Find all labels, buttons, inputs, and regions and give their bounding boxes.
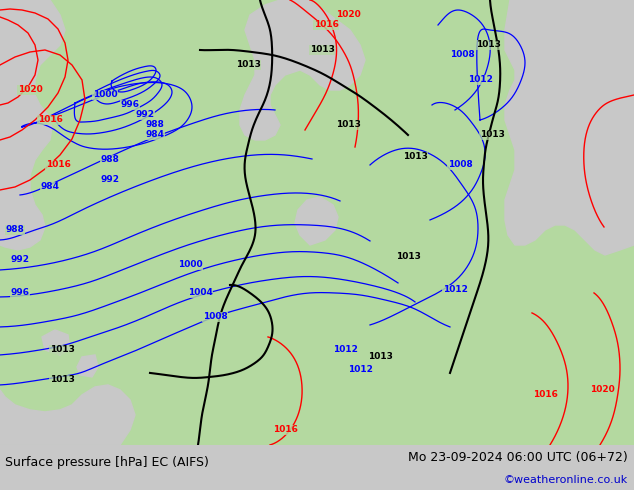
Polygon shape xyxy=(552,133,578,160)
Text: 1013: 1013 xyxy=(403,152,427,162)
Text: 1000: 1000 xyxy=(178,261,202,270)
Text: 1012: 1012 xyxy=(333,345,358,354)
Text: ©weatheronline.co.uk: ©weatheronline.co.uk xyxy=(503,475,628,485)
Text: 996: 996 xyxy=(120,100,139,109)
Polygon shape xyxy=(42,330,70,355)
Text: 984: 984 xyxy=(145,130,164,140)
Text: 1013: 1013 xyxy=(476,41,500,49)
Text: 1008: 1008 xyxy=(450,50,474,59)
Text: 1016: 1016 xyxy=(533,391,557,399)
Polygon shape xyxy=(0,0,634,445)
Text: 1004: 1004 xyxy=(188,289,212,297)
Polygon shape xyxy=(505,0,634,255)
Text: 992: 992 xyxy=(101,175,119,184)
Polygon shape xyxy=(77,355,98,377)
Text: 1013: 1013 xyxy=(335,121,361,129)
Text: 1013: 1013 xyxy=(49,375,74,385)
Text: 1013: 1013 xyxy=(396,252,420,262)
Polygon shape xyxy=(0,0,65,250)
Text: 1013: 1013 xyxy=(49,345,74,354)
Text: 1016: 1016 xyxy=(46,160,70,170)
Text: 996: 996 xyxy=(11,289,30,297)
Text: 1008: 1008 xyxy=(203,313,228,321)
Text: 1012: 1012 xyxy=(443,286,467,294)
Text: Mo 23-09-2024 06:00 UTC (06+72): Mo 23-09-2024 06:00 UTC (06+72) xyxy=(408,451,628,464)
Text: 1020: 1020 xyxy=(590,386,614,394)
Text: 1012: 1012 xyxy=(347,366,372,374)
Text: Surface pressure [hPa] EC (AIFS): Surface pressure [hPa] EC (AIFS) xyxy=(5,456,209,468)
Text: 988: 988 xyxy=(6,225,25,234)
Text: 992: 992 xyxy=(11,255,30,265)
Text: 1012: 1012 xyxy=(467,75,493,84)
Text: 988: 988 xyxy=(146,121,164,129)
Text: 992: 992 xyxy=(136,110,155,120)
Text: 1016: 1016 xyxy=(37,116,62,124)
Polygon shape xyxy=(240,0,365,140)
Text: 1016: 1016 xyxy=(273,425,297,435)
Text: 1000: 1000 xyxy=(93,91,117,99)
Text: 1016: 1016 xyxy=(314,21,339,29)
Text: 988: 988 xyxy=(101,155,119,165)
Text: 1013: 1013 xyxy=(309,46,335,54)
Text: 1013: 1013 xyxy=(368,352,392,362)
Text: 1008: 1008 xyxy=(448,160,472,170)
Text: 1013: 1013 xyxy=(479,130,505,140)
Text: 984: 984 xyxy=(41,182,60,192)
Text: 1020: 1020 xyxy=(18,85,42,95)
Polygon shape xyxy=(295,197,338,245)
Text: 1020: 1020 xyxy=(335,10,360,20)
Polygon shape xyxy=(0,385,135,445)
Text: 1013: 1013 xyxy=(236,60,261,70)
